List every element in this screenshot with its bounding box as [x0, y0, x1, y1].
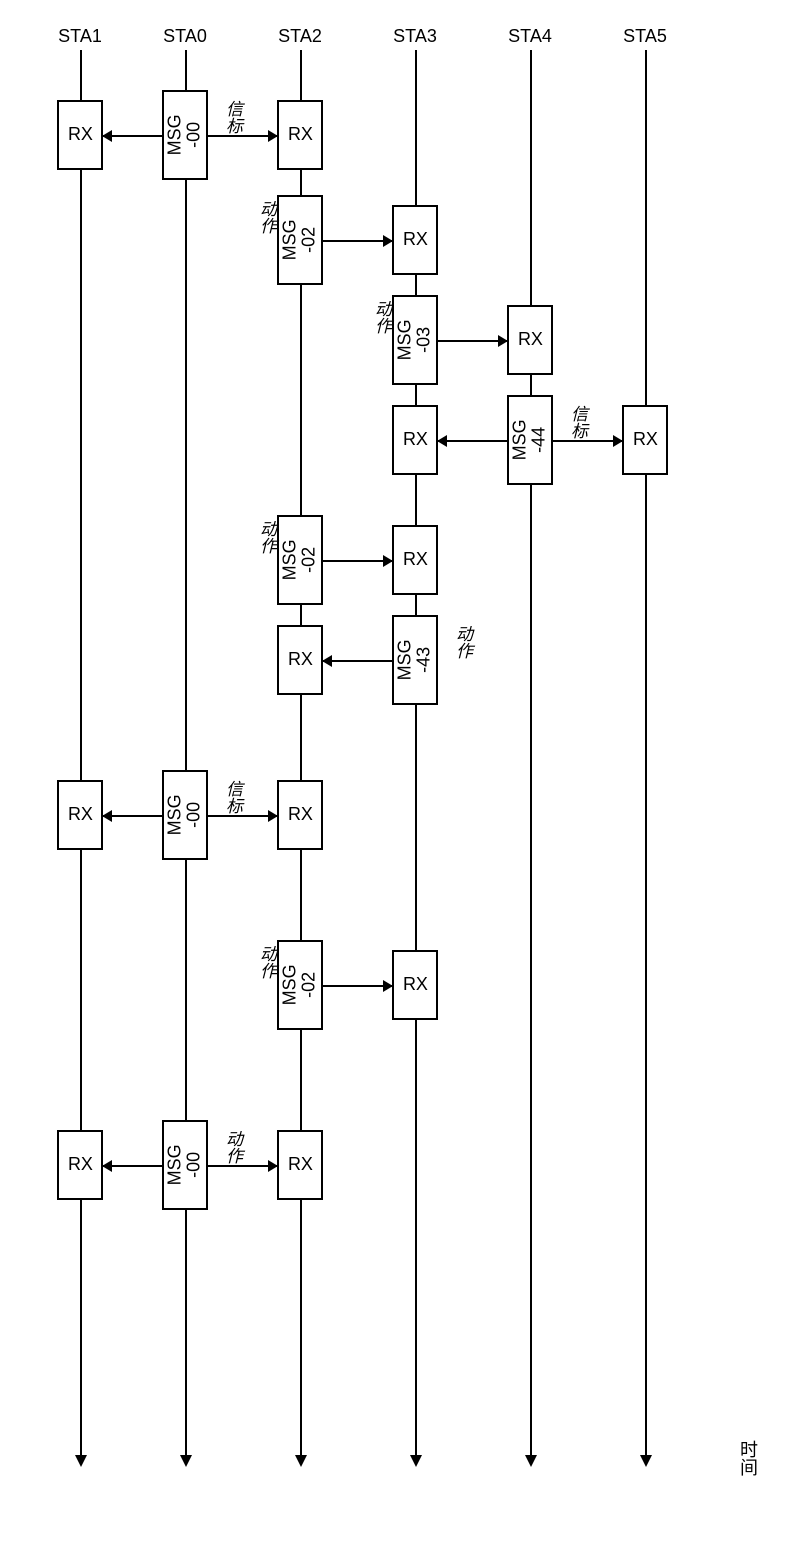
annotation: 动作: [369, 300, 394, 334]
arrow: [438, 440, 507, 442]
rx-box: RX: [622, 405, 668, 475]
rx-box: RX: [57, 100, 103, 170]
arrow: [208, 815, 277, 817]
timeline-sta1: [80, 50, 82, 1457]
annotation: 动作: [450, 625, 475, 659]
msg-box: MSG-02: [277, 515, 323, 605]
arrow: [438, 340, 507, 342]
annotation: 信标: [220, 780, 245, 814]
annotation: 动作: [254, 945, 279, 979]
rx-box: RX: [277, 100, 323, 170]
rx-box: RX: [277, 1130, 323, 1200]
arrow: [323, 240, 392, 242]
msg-box: MSG-00: [162, 90, 208, 180]
arrow: [103, 135, 162, 137]
rx-box: RX: [392, 525, 438, 595]
rx-box: RX: [392, 405, 438, 475]
arrow: [103, 815, 162, 817]
time-axis-label: 时间: [735, 1440, 761, 1476]
timeline-sta4: [530, 50, 532, 1457]
msg-box: MSG-03: [392, 295, 438, 385]
rx-box: RX: [392, 205, 438, 275]
msg-box: MSG-02: [277, 195, 323, 285]
timeline-sta5: [645, 50, 647, 1457]
lane-label-sta2: STA2: [278, 26, 322, 47]
arrow: [323, 560, 392, 562]
msg-box: MSG-00: [162, 770, 208, 860]
rx-box: RX: [57, 780, 103, 850]
lane-label-sta3: STA3: [393, 26, 437, 47]
arrow: [323, 985, 392, 987]
lane-label-sta0: STA0: [163, 26, 207, 47]
arrow: [323, 660, 392, 662]
annotation: 动作: [254, 200, 279, 234]
timeline-sta0: [185, 50, 187, 1457]
annotation: 动作: [254, 520, 279, 554]
arrow: [103, 1165, 162, 1167]
annotation: 动作: [220, 1130, 245, 1164]
lane-label-sta1: STA1: [58, 26, 102, 47]
rx-box: RX: [277, 780, 323, 850]
arrow: [208, 135, 277, 137]
lane-label-sta4: STA4: [508, 26, 552, 47]
annotation: 信标: [220, 100, 245, 134]
msg-box: MSG-43: [392, 615, 438, 705]
rx-box: RX: [57, 1130, 103, 1200]
rx-box: RX: [392, 950, 438, 1020]
msg-box: MSG-00: [162, 1120, 208, 1210]
msg-box: MSG-02: [277, 940, 323, 1030]
arrow: [553, 440, 622, 442]
arrow: [208, 1165, 277, 1167]
annotation: 信标: [565, 405, 590, 439]
rx-box: RX: [277, 625, 323, 695]
rx-box: RX: [507, 305, 553, 375]
lane-label-sta5: STA5: [623, 26, 667, 47]
timing-diagram: STA1 STA0 STA2 STA3 STA4 STA5 RX MSG-00 RX MSG-02…: [20, 20, 780, 1527]
msg-box: MSG-44: [507, 395, 553, 485]
